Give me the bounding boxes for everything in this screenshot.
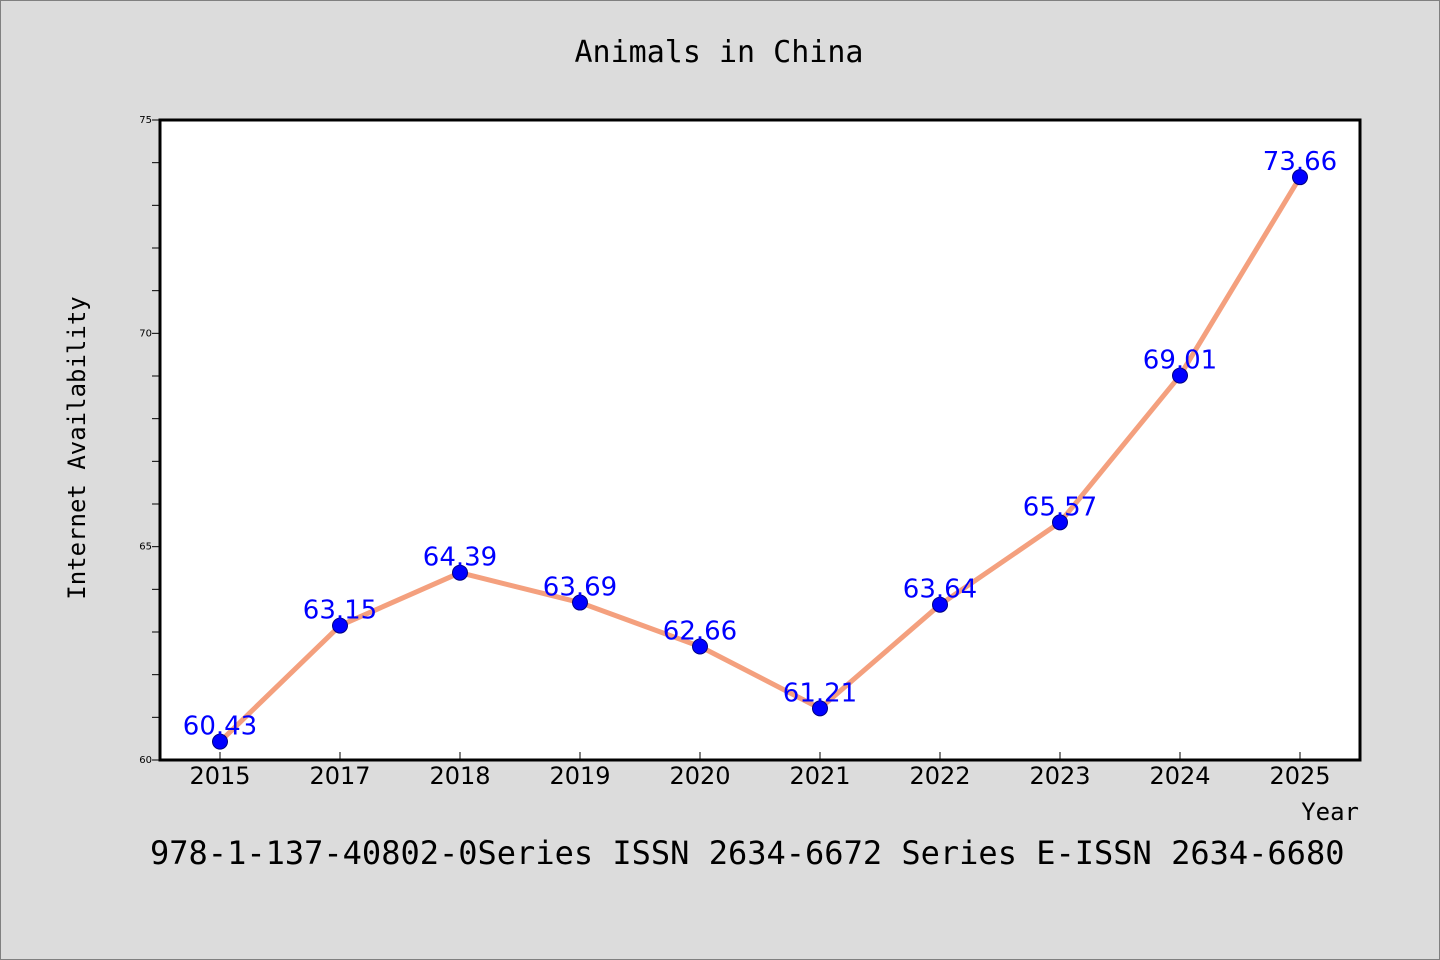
y-tick-label: 65 <box>139 542 152 553</box>
data-point <box>452 564 468 581</box>
footer-isbn-text: 978-1-137-40802-0Series ISSN 2634-6672 S… <box>150 834 1344 872</box>
data-label: 73.66 <box>1263 147 1337 177</box>
data-point <box>1052 514 1068 531</box>
y-tick-label: 70 <box>139 328 152 339</box>
y-tick-label: 60 <box>139 755 152 766</box>
chart-title: Animals in China <box>575 35 864 70</box>
x-tick-label: 2025 <box>1269 762 1330 790</box>
data-point <box>812 700 828 717</box>
data-label: 63.69 <box>543 573 617 603</box>
x-tick-label: 2019 <box>549 762 610 790</box>
series-layer: 60.43 63.15 64.39 63.69 62.66 61.21 63.64 65.57… <box>183 147 1337 750</box>
x-tick-label: 2023 <box>1029 762 1090 790</box>
y-axis: 60 65 70 75 <box>139 115 160 766</box>
data-point <box>332 617 348 634</box>
x-tick-label: 2017 <box>309 762 370 790</box>
x-tick-label: 2022 <box>909 762 970 790</box>
x-axis-title: Year <box>1301 798 1359 826</box>
data-point <box>572 594 588 611</box>
x-tick-label: 2021 <box>789 762 850 790</box>
series-line <box>217 174 1303 745</box>
y-tick-label: 75 <box>139 115 152 126</box>
data-label: 64.39 <box>423 543 497 573</box>
data-point <box>932 596 948 613</box>
data-label: 60.43 <box>183 712 257 742</box>
plot-area <box>158 118 1362 762</box>
x-tick-label: 2020 <box>669 762 730 790</box>
x-tick-label: 2018 <box>429 762 490 790</box>
x-tick-label: 2015 <box>189 762 250 790</box>
data-label: 61.21 <box>783 678 857 708</box>
data-label: 63.15 <box>303 596 377 626</box>
data-label: 65.57 <box>1023 492 1097 522</box>
x-axis: 2015 2017 2018 2019 2020 2021 2022 2023 2024 2025 <box>189 752 1331 790</box>
data-point <box>1172 367 1188 384</box>
data-point <box>1292 169 1308 186</box>
y-axis-title: Internet Availability <box>63 296 91 599</box>
data-label: 63.64 <box>903 575 977 605</box>
data-label: 62.66 <box>663 617 737 647</box>
data-label: 69.01 <box>1143 346 1217 376</box>
data-point <box>692 638 708 655</box>
x-tick-label: 2024 <box>1149 762 1210 790</box>
data-point <box>212 733 228 750</box>
